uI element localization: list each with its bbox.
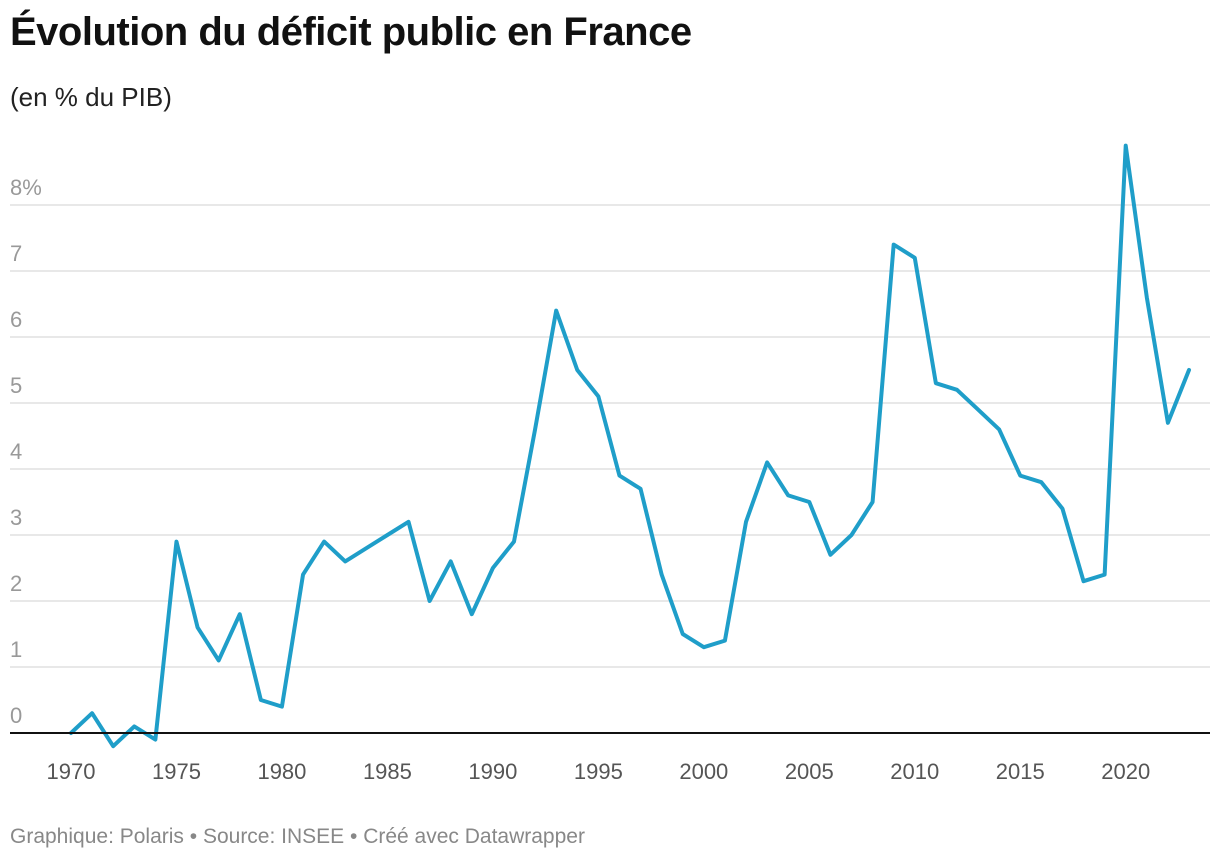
x-tick-label: 1980 [257,759,306,784]
x-tick-label: 2010 [890,759,939,784]
data-point [279,704,285,710]
data-point [701,644,707,650]
y-axis-labels: 0 1 2 3 4 5 6 7 8% [10,175,42,728]
data-point [827,552,833,558]
data-point [933,380,939,386]
data-point [321,539,327,545]
y-tick-label: 8% [10,175,42,200]
x-tick-label: 1990 [468,759,517,784]
data-point [1081,578,1087,584]
x-tick-label: 2005 [785,759,834,784]
data-point [722,638,728,644]
x-tick-label: 1985 [363,759,412,784]
data-point [616,473,622,479]
data-point [996,426,1002,432]
data-point [848,532,854,538]
data-point [870,499,876,505]
data-point [1144,294,1150,300]
data-point [595,393,601,399]
data-point [216,657,222,663]
data-point [1123,143,1129,149]
data-point [427,598,433,604]
data-point [1059,506,1065,512]
x-tick-label: 2020 [1101,759,1150,784]
data-point [532,426,538,432]
data-point [490,565,496,571]
data-point [785,492,791,498]
data-point [342,558,348,564]
data-point [448,558,454,564]
data-point [258,697,264,703]
y-tick-label: 4 [10,439,22,464]
x-tick-label: 1970 [47,759,96,784]
data-point [975,407,981,413]
data-point [152,737,158,743]
x-axis-labels: 1970 1975 1980 1985 1990 1995 2000 2005 2010 2015… [47,759,1151,784]
data-point [1102,572,1108,578]
y-tick-label: 6 [10,307,22,332]
data-point [511,539,517,545]
grid-lines [10,204,1210,668]
data-point [131,723,137,729]
y-tick-label: 3 [10,505,22,530]
data-point [89,710,95,716]
data-point [1017,473,1023,479]
data-point [659,572,665,578]
data-point [173,539,179,545]
chart-footer: Graphique: Polaris • Source: INSEE • Cré… [10,825,585,848]
data-point [743,519,749,525]
y-tick-label: 5 [10,373,22,398]
data-point [764,459,770,465]
y-tick-label: 7 [10,241,22,266]
data-point [110,743,116,749]
data-point [300,572,306,578]
x-tick-label: 1975 [152,759,201,784]
series-line-deficit [69,143,1191,749]
data-point [806,499,812,505]
data-point [363,545,369,551]
data-point [237,611,243,617]
y-tick-label: 1 [10,637,22,662]
data-point [553,308,559,314]
data-point [1165,420,1171,426]
data-point [638,486,644,492]
series-lines [10,143,1210,749]
data-point [574,367,580,373]
data-point [891,242,897,248]
data-point [1038,479,1044,485]
data-point [406,519,412,525]
data-point [954,387,960,393]
chart-title: Évolution du déficit public en France [10,10,692,54]
data-point [1186,367,1192,373]
chart-subtitle: (en % du PIB) [10,82,172,112]
data-point [680,631,686,637]
data-point [469,611,475,617]
y-tick-label: 0 [10,703,22,728]
data-point [912,255,918,261]
x-tick-label: 1995 [574,759,623,784]
data-point [195,624,201,630]
data-point [384,532,390,538]
x-tick-label: 2000 [679,759,728,784]
y-tick-label: 2 [10,571,22,596]
x-tick-label: 2015 [996,759,1045,784]
